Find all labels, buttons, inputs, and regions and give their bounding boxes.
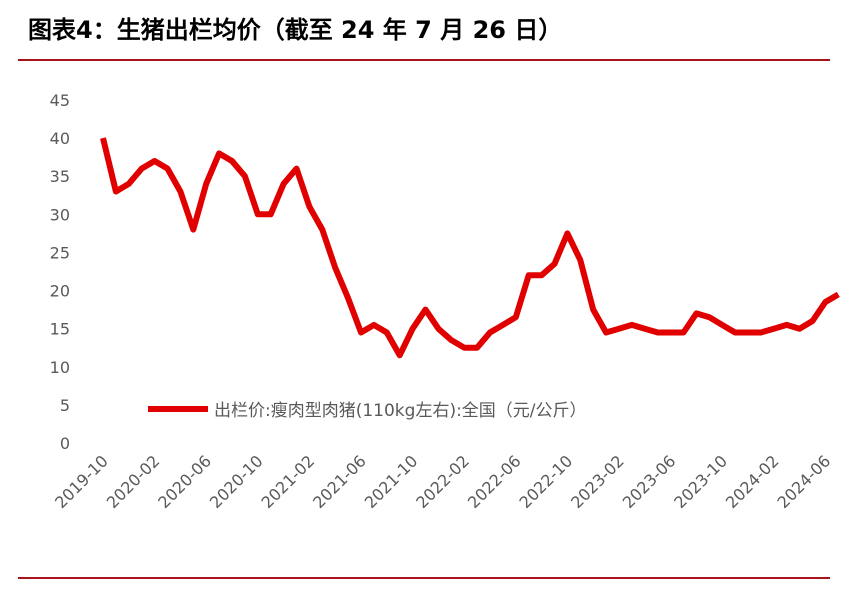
x-tick-label: 2022-10 xyxy=(516,451,577,512)
x-tick-label: 2022-02 xyxy=(412,451,473,512)
y-tick-label: 25 xyxy=(50,243,70,262)
y-tick-label: 30 xyxy=(50,205,70,224)
y-tick-label: 40 xyxy=(50,129,70,148)
x-tick-label: 2024-06 xyxy=(774,451,835,512)
x-tick-label: 2021-06 xyxy=(309,451,370,512)
x-tick-label: 2020-06 xyxy=(154,451,215,512)
y-tick-label: 15 xyxy=(50,320,70,339)
x-tick-label: 2020-02 xyxy=(103,451,164,512)
x-tick-label: 2023-06 xyxy=(619,451,680,512)
y-tick-label: 35 xyxy=(50,167,70,186)
x-tick-label: 2021-02 xyxy=(258,451,319,512)
y-tick-label: 5 xyxy=(60,396,70,415)
legend-label: 出栏价:瘦肉型肉猪(110kg左右):全国（元/公斤） xyxy=(214,401,587,421)
y-tick-label: 45 xyxy=(50,91,70,110)
x-tick-label: 2022-06 xyxy=(464,451,525,512)
x-tick-label: 2020-10 xyxy=(206,451,267,512)
x-tick-label: 2024-02 xyxy=(722,451,783,512)
chart-title: 图表4：生猪出栏均价（截至 24 年 7 月 26 日） xyxy=(28,16,562,44)
y-tick-label: 20 xyxy=(50,282,70,301)
x-tick-label: 2021-10 xyxy=(361,451,422,512)
y-tick-label: 0 xyxy=(60,434,70,453)
line-series xyxy=(100,137,840,359)
x-tick-label: 2023-02 xyxy=(567,451,628,512)
y-tick-label: 10 xyxy=(50,358,70,377)
x-tick-label: 2019-10 xyxy=(51,451,112,512)
x-tick-label: 2023-10 xyxy=(670,451,731,512)
